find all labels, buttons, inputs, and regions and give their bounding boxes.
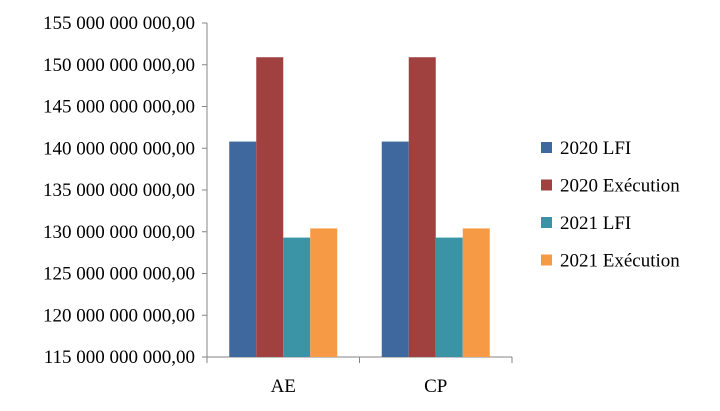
y-tick-label: 145 000 000 000,00 [43, 97, 195, 118]
y-tick-label: 115 000 000 000,00 [44, 347, 195, 368]
x-tick-label: AE [271, 376, 296, 397]
bar [381, 141, 409, 357]
bar [408, 57, 436, 358]
legend-swatch [541, 179, 552, 191]
y-tick-label: 120 000 000 000,00 [43, 305, 195, 326]
bar [435, 237, 463, 357]
y-tick-label: 135 000 000 000,00 [43, 180, 195, 201]
legend-label: 2021 LFI [560, 213, 631, 234]
legend-label: 2021 Exécution [560, 251, 680, 272]
bar [283, 237, 311, 357]
bar [310, 228, 338, 357]
y-tick-label: 130 000 000 000,00 [43, 222, 195, 243]
legend-swatch [541, 142, 552, 153]
bars [229, 57, 490, 358]
tick-labels: 115 000 000 000,00 120 000 000 000,00 125 … [43, 13, 447, 397]
x-tick-label: CP [424, 376, 447, 397]
bar [462, 228, 490, 357]
y-tick-label: 150 000 000 000,00 [43, 55, 195, 76]
legend-label: 2020 Exécution [560, 176, 680, 197]
bar [256, 57, 284, 358]
bar [229, 141, 257, 357]
legend-swatch [541, 254, 552, 266]
legend: 2020 LFI 2020 Exécution 2021 LFI 2021 Exécu… [541, 138, 680, 272]
legend-swatch [541, 217, 552, 228]
y-tick-label: 140 000 000 000,00 [43, 138, 195, 159]
y-tick-label: 155 000 000 000,00 [43, 13, 195, 34]
y-tick-label: 125 000 000 000,00 [43, 264, 195, 285]
legend-label: 2020 LFI [560, 138, 631, 159]
